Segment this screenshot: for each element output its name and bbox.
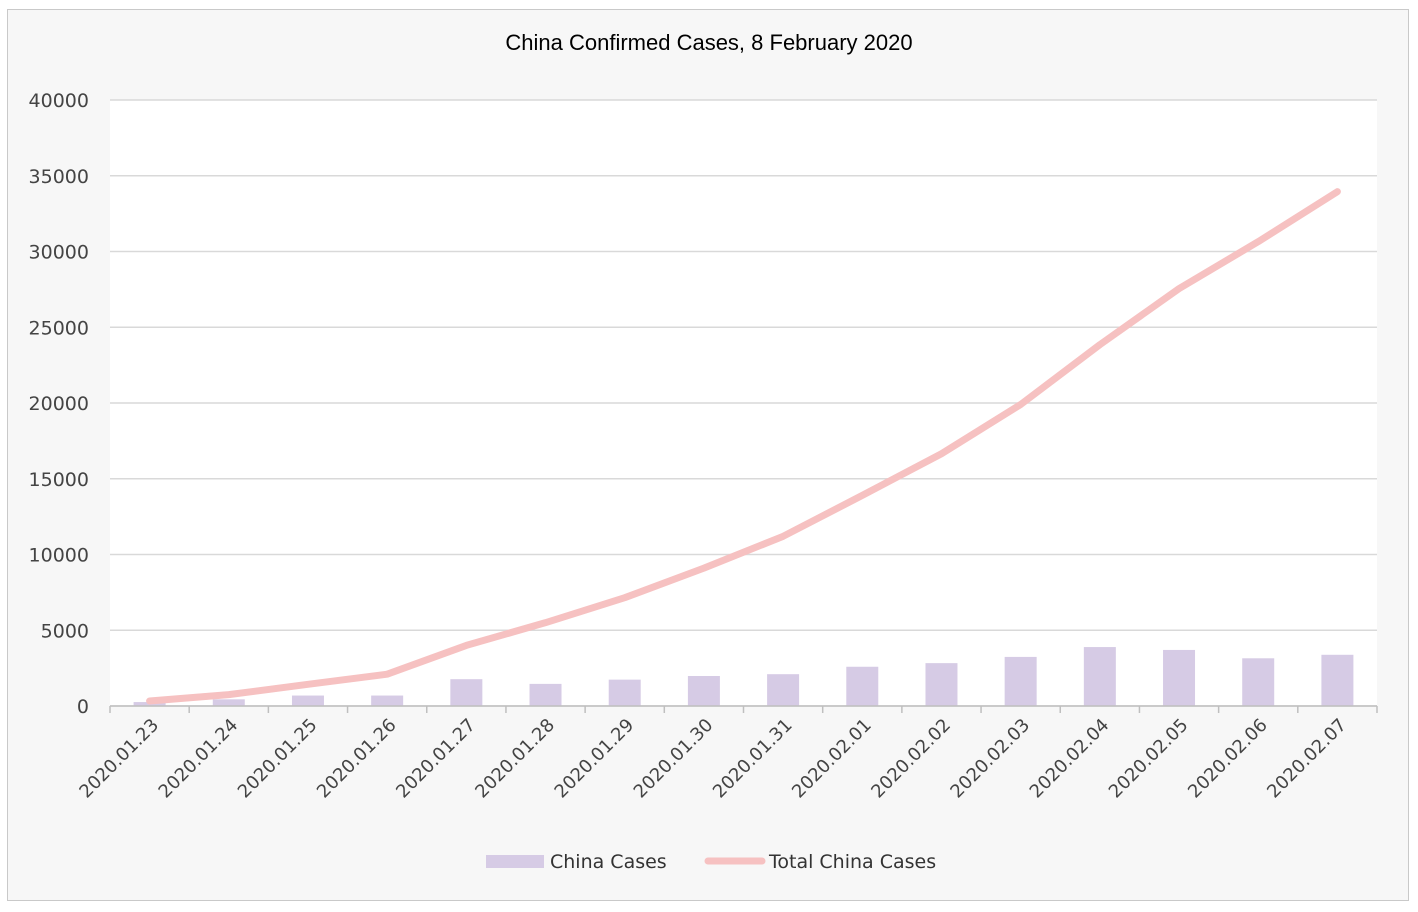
x-tick-label: 2020.02.03 bbox=[946, 715, 1034, 803]
x-tick-label: 2020.01.29 bbox=[551, 715, 639, 803]
legend: China Cases Total China Cases bbox=[486, 851, 936, 873]
y-tick-label: 20000 bbox=[29, 393, 89, 415]
line-point bbox=[1020, 404, 1022, 406]
line-point bbox=[1099, 344, 1101, 346]
bar bbox=[846, 666, 879, 706]
bar bbox=[450, 679, 483, 706]
x-tick-label: 2020.01.25 bbox=[234, 715, 322, 803]
bar bbox=[529, 683, 562, 706]
x-tick-label: 2020.01.31 bbox=[709, 715, 797, 803]
y-tick-label: 25000 bbox=[29, 317, 89, 339]
legend-swatch-bars bbox=[486, 855, 544, 868]
line-point bbox=[703, 567, 705, 569]
x-tick-label: 2020.02.07 bbox=[1263, 715, 1351, 803]
bar-series bbox=[133, 647, 1354, 706]
y-tick-label: 40000 bbox=[29, 90, 89, 112]
x-tick-label: 2020.02.05 bbox=[1105, 715, 1193, 803]
bar bbox=[1321, 654, 1354, 706]
y-axis-ticks: 0 5000 10000 15000 20000 25000 30000 35000 40000 bbox=[29, 90, 89, 718]
x-tick-label: 2020.02.06 bbox=[1184, 715, 1272, 803]
x-axis: 2020.01.232020.01.242020.01.252020.01.26… bbox=[75, 705, 1378, 803]
legend-label-bars: China Cases bbox=[550, 851, 667, 873]
x-tick-label: 2020.01.23 bbox=[75, 715, 163, 803]
bar bbox=[767, 674, 800, 706]
bar bbox=[371, 695, 404, 706]
y-tick-label: 35000 bbox=[29, 166, 89, 188]
y-tick-label: 15000 bbox=[29, 469, 89, 491]
x-tick-label: 2020.02.01 bbox=[788, 715, 876, 803]
x-tick-label: 2020.01.27 bbox=[392, 715, 480, 803]
line-point bbox=[861, 494, 863, 496]
line-point bbox=[465, 644, 467, 646]
bar bbox=[687, 676, 720, 706]
total-cases-line bbox=[146, 188, 1341, 705]
bar bbox=[291, 695, 324, 706]
line-point bbox=[228, 694, 230, 696]
x-tick-label: 2020.02.04 bbox=[1026, 715, 1114, 803]
x-tick-label: 2020.01.26 bbox=[313, 715, 401, 803]
x-tick-label: 2020.01.28 bbox=[471, 715, 559, 803]
chart-title: China Confirmed Cases, 8 February 2020 bbox=[505, 30, 913, 55]
y-tick-label: 5000 bbox=[41, 620, 89, 642]
x-tick-label: 2020.01.24 bbox=[155, 715, 243, 803]
y-tick-label: 10000 bbox=[29, 545, 89, 567]
line-point bbox=[386, 673, 388, 675]
bar bbox=[212, 699, 245, 706]
y-tick-label: 0 bbox=[77, 696, 89, 718]
line-point bbox=[782, 535, 784, 537]
line-point bbox=[545, 622, 547, 624]
bar bbox=[1242, 658, 1275, 706]
bar bbox=[1083, 647, 1116, 706]
line-point bbox=[307, 683, 309, 685]
bar bbox=[608, 679, 641, 706]
x-tick-label: 2020.02.02 bbox=[867, 715, 955, 803]
line-point bbox=[149, 700, 151, 702]
line-series bbox=[146, 188, 1341, 705]
bar bbox=[1163, 649, 1196, 706]
y-tick-label: 30000 bbox=[29, 242, 89, 264]
line-point bbox=[1257, 241, 1259, 243]
line-point bbox=[624, 597, 626, 599]
line-point bbox=[1336, 191, 1338, 193]
bar bbox=[925, 663, 958, 706]
legend-label-line: Total China Cases bbox=[768, 851, 936, 873]
x-tick-label: 2020.01.30 bbox=[630, 715, 718, 803]
line-point bbox=[1178, 288, 1180, 290]
line-point bbox=[940, 453, 942, 455]
bar bbox=[1004, 656, 1037, 706]
